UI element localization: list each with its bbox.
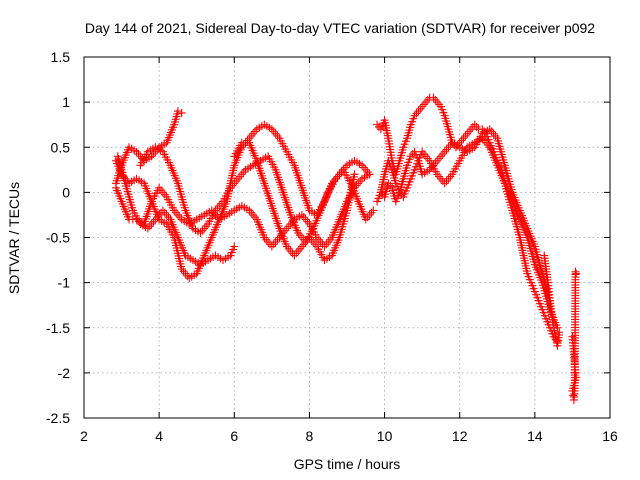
x-tick-label: 14 (527, 428, 543, 444)
x-tick-label: 4 (155, 428, 163, 444)
chart-title: Day 144 of 2021, Sidereal Day-to-day VTE… (85, 20, 595, 36)
data-point (572, 269, 581, 278)
data-point (173, 107, 182, 116)
y-tick-label: 0.5 (51, 139, 71, 155)
plot-frame (83, 56, 611, 419)
data-point (230, 242, 239, 251)
x-tick-label: 10 (377, 428, 393, 444)
data-point (571, 267, 580, 276)
x-axis-label: GPS time / hours (294, 456, 401, 472)
y-tick-label: -0.5 (46, 230, 70, 246)
data-points (111, 93, 581, 404)
x-tick-label: 2 (80, 428, 88, 444)
y-tick-label: 1 (62, 94, 70, 110)
data-point (369, 206, 378, 215)
data-point (555, 328, 564, 337)
y-tick-label: 1.5 (51, 49, 71, 65)
y-axis-label: SDTVAR / TECUs (6, 182, 22, 294)
y-tick-label: -1 (58, 275, 71, 291)
x-tick-label: 16 (602, 428, 618, 444)
y-tick-label: -1.5 (46, 320, 70, 336)
y-tick-label: -2 (58, 365, 71, 381)
x-tick-label: 8 (306, 428, 314, 444)
x-tick-label: 12 (452, 428, 468, 444)
data-point (365, 170, 374, 179)
y-tick-label: -2.5 (46, 410, 70, 426)
y-tick-label: 0 (62, 184, 70, 200)
y-tick-labels: -2.5 -2 -1.5 -1 -0.5 0 0.5 1 1.5 (46, 49, 70, 426)
x-tick-labels: 2 4 6 8 10 12 14 16 (80, 428, 618, 444)
data-point (177, 108, 186, 117)
x-tick-label: 6 (230, 428, 238, 444)
data-point (350, 170, 359, 179)
data-point (569, 391, 578, 400)
